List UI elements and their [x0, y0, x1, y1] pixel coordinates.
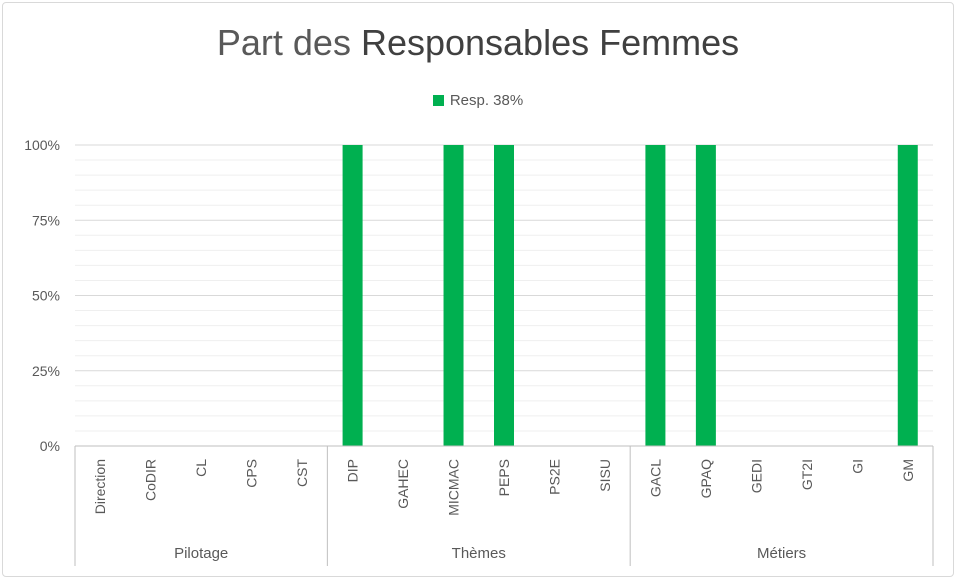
bar: [342, 145, 363, 446]
category-label: Direction: [92, 459, 108, 514]
category-label: GT2I: [799, 459, 815, 490]
y-tick-label: 25%: [32, 363, 60, 379]
category-label: GM: [900, 459, 916, 482]
category-label: CST: [294, 459, 310, 487]
group-label: Métiers: [757, 545, 806, 562]
y-tick-label: 100%: [24, 137, 60, 153]
legend-swatch: [432, 95, 444, 106]
y-tick-label: 0%: [40, 438, 60, 454]
chart-title-main: Responsables Femmes: [360, 22, 740, 63]
bar: [695, 145, 716, 446]
category-label: PEPS: [496, 459, 512, 496]
legend: Resp. 38%: [0, 92, 956, 109]
y-tick-label: 75%: [32, 212, 60, 228]
bar: [897, 145, 918, 446]
legend-label: Resp. 38%: [449, 92, 524, 109]
category-label: PS2E: [546, 459, 562, 495]
chart-title-prefix: Part des: [216, 22, 361, 63]
category-label: GAHEC: [395, 459, 411, 509]
category-label: DIP: [345, 459, 361, 482]
group-label: Thèmes: [452, 545, 506, 562]
category-label: MICMAC: [446, 459, 462, 516]
category-label: GEDI: [748, 459, 764, 493]
group-label: Pilotage: [174, 545, 228, 562]
bar: [494, 145, 514, 446]
y-tick-label: 50%: [32, 288, 60, 304]
category-label: SISU: [597, 459, 613, 492]
bar: [645, 145, 666, 446]
category-label: GACL: [647, 459, 663, 497]
category-label: GI: [849, 459, 865, 474]
category-label: CPS: [244, 459, 260, 488]
category-label: CL: [193, 459, 209, 477]
category-label: GPAQ: [698, 459, 714, 499]
chart-title: Part des Responsables Femmes: [0, 22, 956, 64]
bar: [443, 145, 464, 446]
category-label: CoDIR: [143, 459, 159, 501]
